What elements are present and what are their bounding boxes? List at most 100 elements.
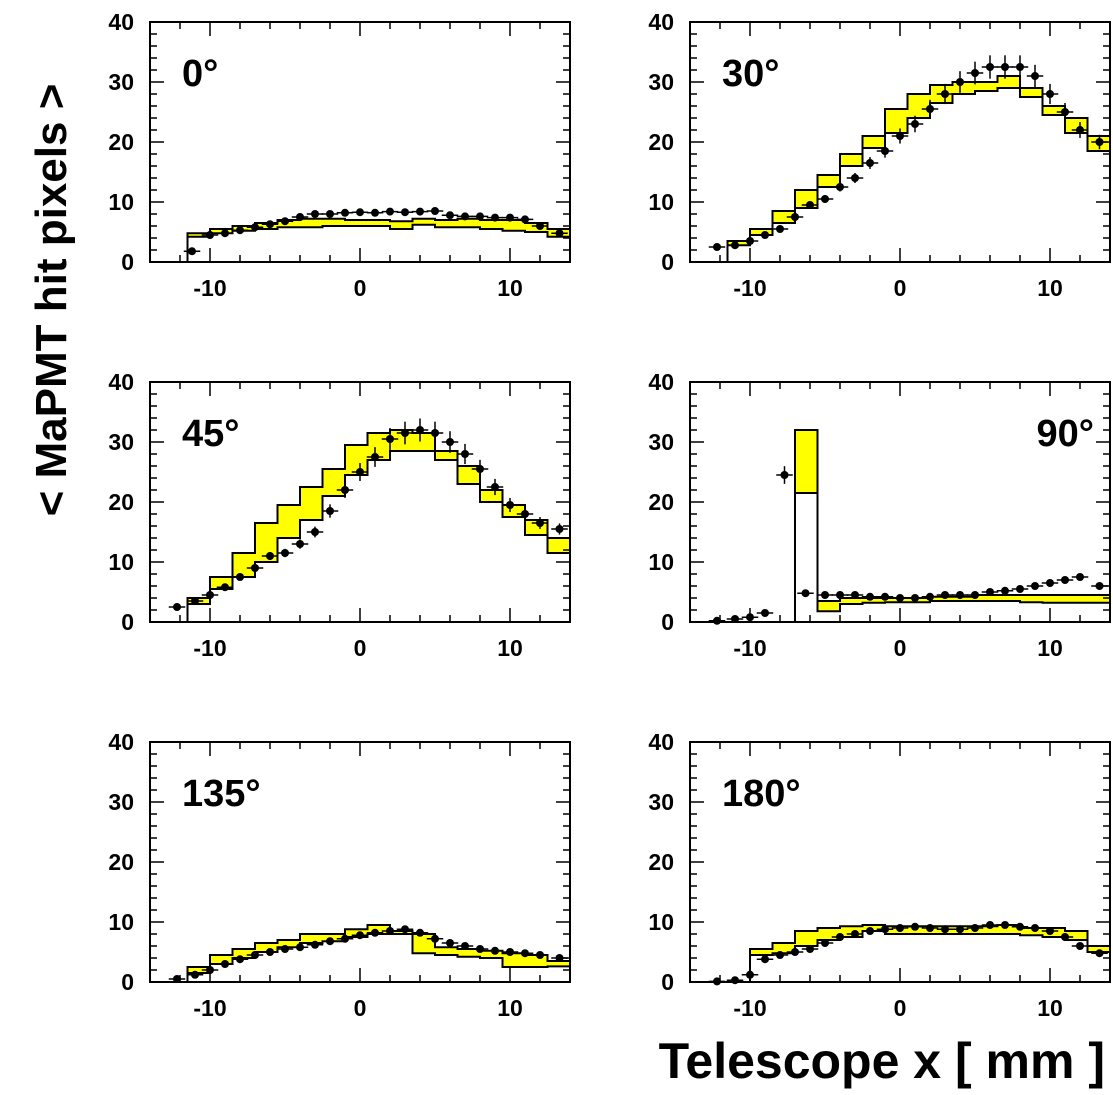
data-point [231, 955, 249, 964]
point-marker [251, 951, 259, 959]
band-bar [367, 220, 390, 226]
point-marker [296, 943, 304, 952]
y-tick-label: 0 [661, 249, 674, 275]
point-marker [431, 429, 439, 437]
data-point [831, 182, 849, 192]
band-bar [345, 929, 368, 937]
data-point [741, 237, 759, 245]
band-bar [772, 943, 795, 954]
point-marker [896, 594, 904, 602]
point-marker [536, 951, 544, 959]
data-point [756, 231, 774, 239]
panel-0: -10 0 10 0 10 20 30 40 0° [108, 9, 571, 301]
point-marker [431, 934, 439, 943]
band-bar [795, 931, 818, 946]
point-marker [341, 934, 349, 943]
data-point [1056, 933, 1074, 941]
data-point [816, 939, 834, 947]
band-bar [907, 94, 930, 118]
data-point [246, 223, 264, 232]
point-marker [206, 591, 214, 599]
data-point [801, 201, 819, 209]
point-marker [881, 147, 889, 155]
data-point [831, 933, 849, 941]
band-bar [412, 433, 435, 451]
data-point [831, 591, 849, 599]
data-point [861, 592, 879, 601]
band-bar [1087, 595, 1110, 603]
data-point [366, 208, 384, 217]
point-marker [1016, 922, 1024, 931]
point-marker [806, 201, 814, 209]
data-point [551, 523, 568, 535]
point-marker [866, 159, 874, 167]
data-point [471, 945, 489, 953]
y-tick-label: 40 [648, 9, 674, 35]
data-point [951, 71, 969, 93]
data-point [501, 497, 519, 513]
point-marker [236, 226, 244, 235]
x-tick-label: -10 [733, 995, 766, 1021]
x-tick-label: 0 [354, 995, 367, 1021]
point-marker [911, 594, 919, 602]
data-point [501, 948, 519, 956]
point-marker [356, 208, 364, 217]
point-marker [1076, 573, 1084, 581]
y-tick-label: 30 [108, 69, 134, 95]
data-point [771, 951, 789, 959]
y-tick-label: 30 [108, 789, 134, 815]
data-point [801, 945, 819, 953]
data-point [846, 591, 864, 599]
data-point [996, 586, 1014, 595]
band-bar [840, 926, 863, 937]
point-marker [986, 588, 994, 596]
point-marker [173, 603, 181, 611]
band-bar [840, 598, 863, 604]
panel-30: -10 0 10 0 10 20 30 40 30° [648, 9, 1111, 301]
y-tick-label: 20 [108, 129, 134, 155]
data-point [726, 241, 744, 250]
point-marker [476, 465, 484, 473]
point-marker [836, 933, 844, 941]
point-marker [1046, 927, 1054, 935]
data-point [861, 157, 879, 169]
data-point [456, 212, 474, 221]
band-bar [300, 487, 323, 520]
point-marker [776, 951, 784, 959]
point-marker [311, 528, 319, 536]
point-marker [1001, 921, 1009, 929]
data-point [936, 83, 954, 105]
data-point [486, 946, 504, 955]
data-point [456, 942, 474, 950]
point-marker [191, 970, 199, 979]
band-bar [232, 226, 255, 231]
point-marker [821, 195, 829, 203]
point-marker [866, 927, 874, 935]
data-point [1026, 582, 1044, 590]
data-point [816, 591, 834, 599]
data-point [321, 210, 339, 218]
data-point [216, 583, 234, 592]
point-marker [251, 564, 259, 572]
data-point [966, 591, 984, 599]
panel-45: -10 0 10 0 10 20 30 40 45° [108, 369, 571, 661]
point-marker [926, 924, 934, 932]
data-point [876, 925, 894, 934]
band-bar [1020, 88, 1043, 97]
point-marker [521, 949, 529, 958]
data-point [246, 951, 264, 959]
band-bar [862, 598, 885, 603]
point-marker [956, 591, 964, 599]
data-point [471, 459, 489, 479]
band-bar [930, 596, 953, 601]
point-marker [881, 925, 889, 934]
data-point [441, 211, 459, 220]
point-marker [221, 583, 229, 592]
point-marker [713, 243, 721, 251]
x-axis-title: Telescope x [ mm ] [658, 1033, 1105, 1089]
point-marker [476, 945, 484, 953]
y-tick-label: 40 [648, 729, 674, 755]
band-bar [210, 955, 233, 964]
band-bar [952, 82, 975, 94]
point-marker [236, 955, 244, 964]
